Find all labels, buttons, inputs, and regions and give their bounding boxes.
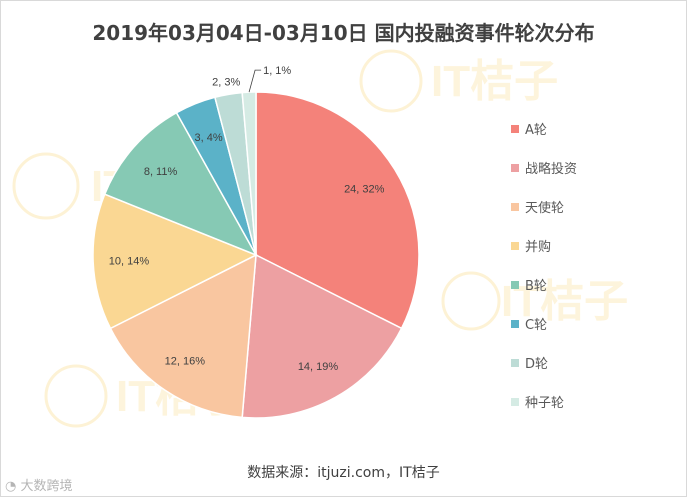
data-label-2: 14, 19% (298, 361, 339, 373)
data-labels: 24, 32% 14, 19% 12, 16% 10, 14% 8, 11% 3, 4% 2… (109, 65, 385, 373)
legend-item-5: B轮 (511, 265, 577, 304)
legend-item-6: C轮 (511, 304, 577, 343)
legend-label: D轮 (525, 357, 549, 372)
legend-item-1: A轮 (511, 109, 577, 148)
data-label-6: 3, 4% (195, 132, 223, 144)
legend-item-3: 天使轮 (511, 187, 577, 226)
legend-swatch (511, 163, 519, 172)
data-label-8: 1, 1% (263, 65, 291, 77)
legend-swatch (511, 319, 519, 328)
data-label-3: 12, 16% (165, 355, 206, 367)
leader-line-8 (248, 69, 262, 93)
data-label-5: 8, 11% (144, 166, 178, 178)
legend-label: B轮 (525, 279, 547, 294)
legend-swatch (511, 397, 519, 406)
legend-label: 战略投资 (525, 162, 578, 177)
legend-label: 天使轮 (525, 201, 565, 216)
source-note: 数据来源：itjuzi.com，IT桔子 (247, 465, 440, 481)
chart-legend: A轮战略投资天使轮并购 B轮 C轮 D轮种子轮 (511, 109, 577, 421)
legend-label: C轮 (525, 318, 548, 333)
legend-swatch (511, 280, 519, 289)
weibo-icon: ◔ (5, 479, 17, 494)
pie-slice-3 (109, 253, 257, 419)
legend-label: 种子轮 (525, 396, 565, 411)
leader-lines (248, 69, 262, 93)
legend-label: A轮 (525, 123, 547, 138)
legend-item-4: 并购 (511, 226, 577, 265)
legend-label: 并购 (525, 240, 552, 255)
pie-slice-4 (92, 193, 258, 330)
watermark-text: ◔ 大数跨境 (5, 475, 73, 494)
watermark-label: 大数跨境 (20, 479, 73, 494)
data-label-7: 2, 3% (212, 76, 240, 88)
pie-slice-1 (255, 91, 420, 330)
data-label-1: 24, 32% (344, 183, 385, 195)
legend-swatch (511, 358, 519, 367)
pie-slice-2 (241, 253, 403, 419)
pie-slice-5 (103, 111, 258, 257)
pie-slices (92, 91, 420, 419)
legend-item-7: D轮 (511, 343, 577, 382)
legend-item-8: 种子轮 (511, 382, 577, 421)
legend-item-2: 战略投资 (511, 148, 577, 187)
data-label-4: 10, 14% (109, 255, 150, 267)
chart-title: 2019年03月04日-03月10日 国内投融资事件轮次分布 (92, 21, 595, 45)
legend-swatch (511, 202, 519, 211)
legend-swatch (511, 124, 519, 133)
legend-swatch (511, 241, 519, 250)
